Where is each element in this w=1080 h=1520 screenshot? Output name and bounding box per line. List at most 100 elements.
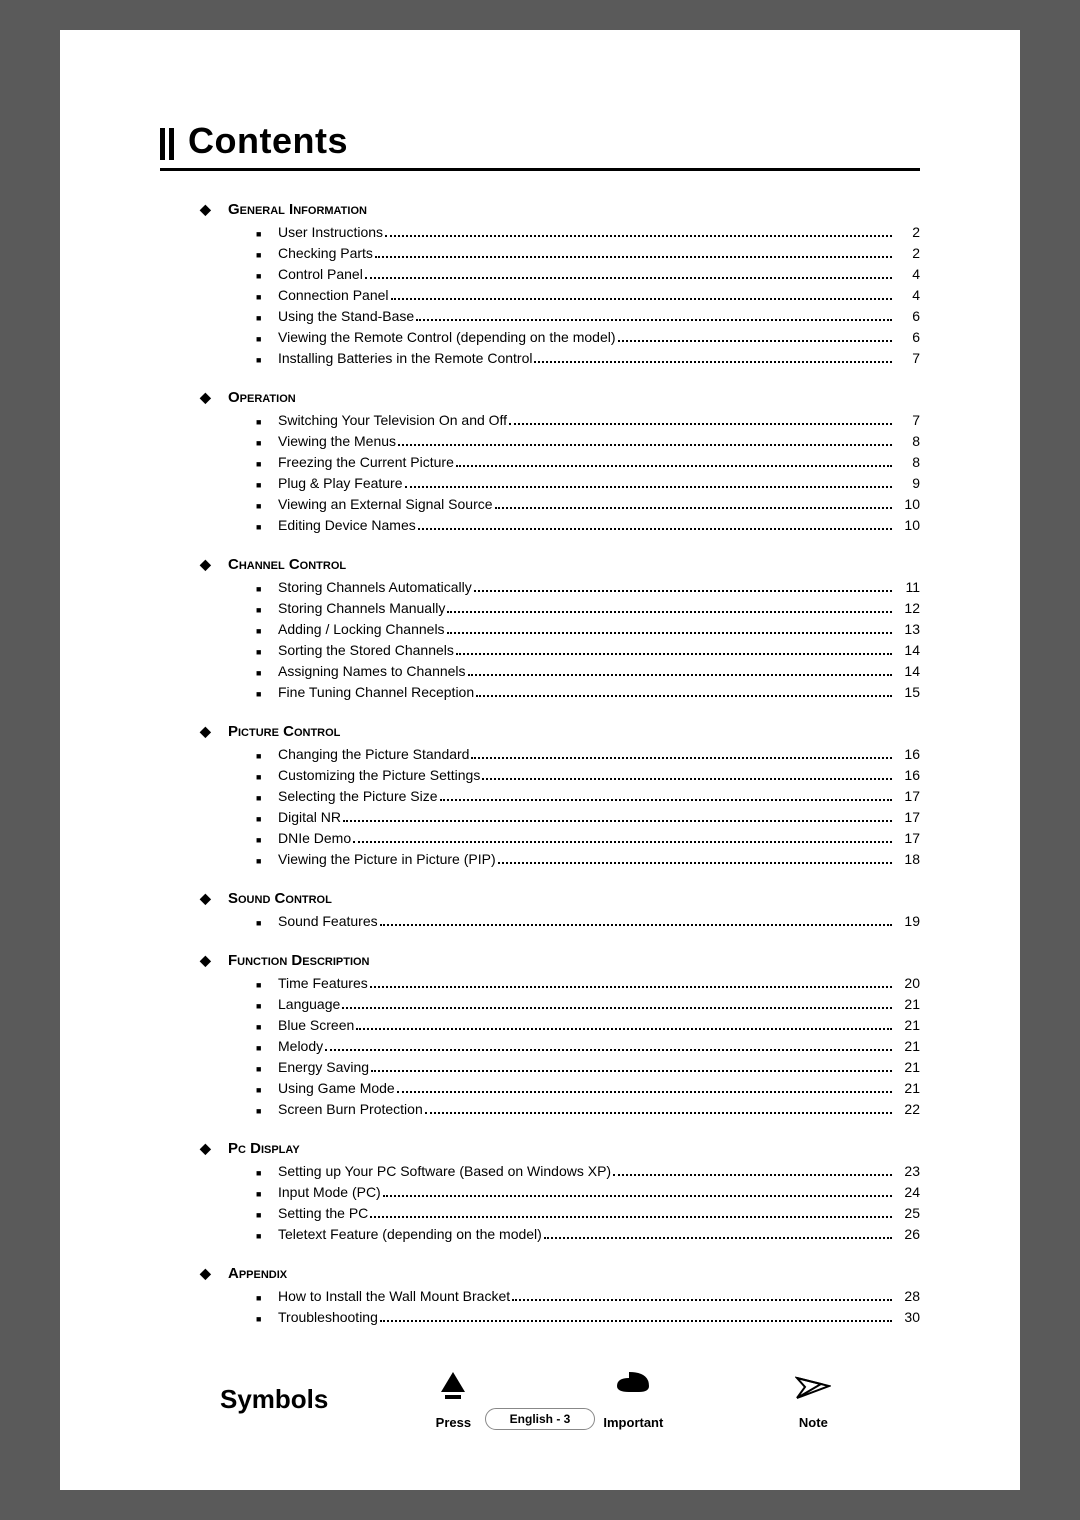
toc-item-page: 30 — [896, 1307, 920, 1328]
bullet-icon: ■ — [256, 604, 278, 618]
toc-item: ■Screen Burn Protection22 — [200, 1099, 920, 1120]
leader-dots — [418, 517, 892, 530]
toc-item-page: 9 — [896, 473, 920, 494]
toc-item: ■Input Mode (PC)24 — [200, 1182, 920, 1203]
toc-item-page: 6 — [896, 306, 920, 327]
bullet-icon: ■ — [256, 792, 278, 806]
bullet-icon: ■ — [256, 979, 278, 993]
toc-item-page: 20 — [896, 973, 920, 994]
bullet-icon: ■ — [256, 312, 278, 326]
toc-section-heading: Appendix — [200, 1265, 920, 1282]
toc-item-label: Sound Features — [278, 911, 378, 932]
toc-item-label: Switching Your Television On and Off — [278, 410, 507, 431]
toc-item: ■Installing Batteries in the Remote Cont… — [200, 348, 920, 369]
toc-item: ■Viewing the Remote Control (depending o… — [200, 327, 920, 348]
toc-section-heading: Function Description — [200, 952, 920, 969]
toc-item-label: Blue Screen — [278, 1015, 354, 1036]
toc-item-page: 12 — [896, 598, 920, 619]
toc-section: Appendix■How to Install the Wall Mount B… — [200, 1265, 920, 1328]
toc-item: ■Blue Screen21 — [200, 1015, 920, 1036]
leader-dots — [425, 1101, 892, 1114]
toc-item: ■Energy Saving21 — [200, 1057, 920, 1078]
bullet-icon: ■ — [256, 521, 278, 535]
toc-item-page: 17 — [896, 807, 920, 828]
toc-item: ■Checking Parts2 — [200, 243, 920, 264]
toc-section: Picture Control■Changing the Picture Sta… — [200, 723, 920, 870]
leader-dots — [380, 913, 892, 926]
toc-item-label: Setting up Your PC Software (Based on Wi… — [278, 1161, 611, 1182]
toc-item-label: Fine Tuning Channel Reception — [278, 682, 474, 703]
toc-item-label: Freezing the Current Picture — [278, 452, 454, 473]
toc-item: ■Using Game Mode21 — [200, 1078, 920, 1099]
bullet-icon: ■ — [256, 1084, 278, 1098]
toc-item-page: 21 — [896, 1036, 920, 1057]
leader-dots — [371, 1059, 892, 1072]
leader-dots — [343, 809, 892, 822]
leader-dots — [356, 1017, 892, 1030]
toc-item-label: Connection Panel — [278, 285, 389, 306]
toc-item-page: 7 — [896, 410, 920, 431]
toc-item-page: 19 — [896, 911, 920, 932]
toc-item-page: 13 — [896, 619, 920, 640]
toc-item: ■Customizing the Picture Settings16 — [200, 765, 920, 786]
toc-item-label: User Instructions — [278, 222, 383, 243]
leader-dots — [512, 1288, 892, 1301]
toc-item-page: 4 — [896, 264, 920, 285]
toc-item-page: 25 — [896, 1203, 920, 1224]
toc-item-page: 26 — [896, 1224, 920, 1245]
toc-item-label: Setting the PC — [278, 1203, 368, 1224]
toc-item: ■Teletext Feature (depending on the mode… — [200, 1224, 920, 1245]
bullet-icon: ■ — [256, 1167, 278, 1181]
toc-item-page: 28 — [896, 1286, 920, 1307]
bullet-icon: ■ — [256, 354, 278, 368]
toc-item-label: Sorting the Stored Channels — [278, 640, 454, 661]
bullet-icon: ■ — [256, 750, 278, 764]
toc-item: ■Setting up Your PC Software (Based on W… — [200, 1161, 920, 1182]
bullet-icon: ■ — [256, 667, 278, 681]
toc-item: ■Viewing an External Signal Source10 — [200, 494, 920, 515]
toc-item-label: Language — [278, 994, 340, 1015]
leader-dots — [474, 579, 892, 592]
bullet-icon: ■ — [256, 813, 278, 827]
toc-item-label: Melody — [278, 1036, 323, 1057]
toc-item-label: Viewing an External Signal Source — [278, 494, 493, 515]
leader-dots — [544, 1226, 892, 1239]
leader-dots — [468, 663, 892, 676]
toc-item: ■Troubleshooting30 — [200, 1307, 920, 1328]
toc-item: ■Setting the PC25 — [200, 1203, 920, 1224]
toc-item-page: 8 — [896, 452, 920, 473]
toc-section-heading: Operation — [200, 389, 920, 406]
toc-section-heading: Picture Control — [200, 723, 920, 740]
leader-dots — [397, 1080, 892, 1093]
bullet-icon: ■ — [256, 1000, 278, 1014]
toc-item-label: DNIe Demo — [278, 828, 351, 849]
page: Contents General Information■User Instru… — [60, 30, 1020, 1490]
toc-item-page: 14 — [896, 661, 920, 682]
toc-item-label: Using the Stand-Base — [278, 306, 414, 327]
leader-dots — [471, 746, 892, 759]
toc-item: ■Viewing the Picture in Picture (PIP)18 — [200, 849, 920, 870]
toc-item-label: Plug & Play Feature — [278, 473, 403, 494]
toc-item: ■Control Panel4 — [200, 264, 920, 285]
important-icon — [615, 1368, 651, 1409]
toc-item-page: 8 — [896, 431, 920, 452]
toc-item-page: 16 — [896, 765, 920, 786]
bullet-icon: ■ — [256, 458, 278, 472]
toc-item-label: Troubleshooting — [278, 1307, 378, 1328]
bullet-icon: ■ — [256, 479, 278, 493]
toc-item-page: 18 — [896, 849, 920, 870]
toc-item-label: Selecting the Picture Size — [278, 786, 438, 807]
toc-item-page: 21 — [896, 1057, 920, 1078]
toc-item-label: Assigning Names to Channels — [278, 661, 466, 682]
bullet-icon: ■ — [256, 625, 278, 639]
bullet-icon: ■ — [256, 333, 278, 347]
toc-item: ■Digital NR17 — [200, 807, 920, 828]
leader-dots — [391, 287, 892, 300]
page-title: Contents — [188, 120, 348, 162]
leader-dots — [370, 975, 892, 988]
toc-item-page: 10 — [896, 515, 920, 536]
leader-dots — [416, 308, 892, 321]
leader-dots — [380, 1309, 892, 1322]
table-of-contents: General Information■User Instructions2■C… — [160, 201, 920, 1328]
toc-item-label: Using Game Mode — [278, 1078, 395, 1099]
